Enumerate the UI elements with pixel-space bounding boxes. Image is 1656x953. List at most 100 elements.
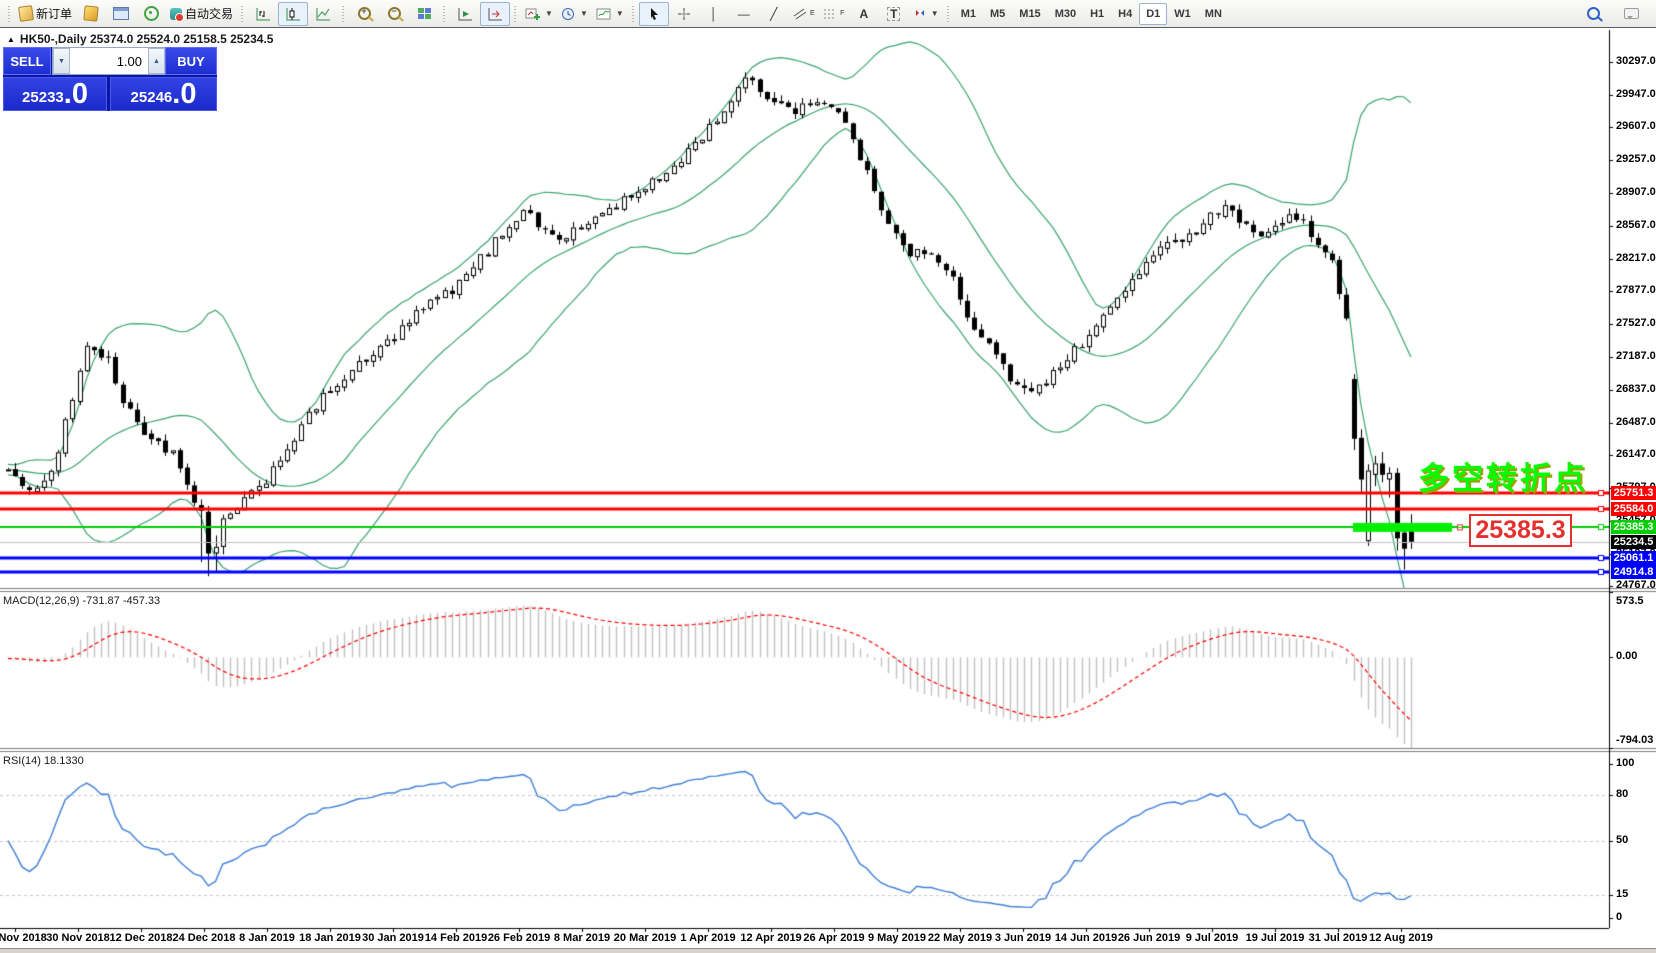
line-chart-button[interactable] xyxy=(308,2,338,26)
toolbar-grip xyxy=(441,3,449,24)
timeframe-w1[interactable]: W1 xyxy=(1174,7,1191,20)
date-axis-label: 3 Jun 2019 xyxy=(994,932,1052,944)
signals-button[interactable] xyxy=(136,2,166,26)
price-axis-label: 26837.0 xyxy=(1616,382,1656,395)
chart-title: ▲ HK50-,Daily 25374.0 25524.0 25158.5 25… xyxy=(7,32,273,46)
zoom-out-button[interactable]: − xyxy=(379,2,409,26)
symbol-search-button[interactable] xyxy=(1578,2,1608,26)
price-axis-label: 28217.0 xyxy=(1616,251,1656,264)
auto-trading-button[interactable]: 自动交易 xyxy=(166,2,237,26)
price-axis-label: 28907.0 xyxy=(1616,186,1656,199)
date-axis-label: 22 May 2019 xyxy=(927,932,993,944)
sell-price-display[interactable]: 25233.0 xyxy=(3,77,107,111)
channel-tool-button[interactable]: E xyxy=(789,2,819,26)
profiles-button[interactable] xyxy=(106,2,136,26)
line-price-tag: 25385.3 xyxy=(1611,520,1656,535)
date-axis-label: 9 Jul 2019 xyxy=(1185,932,1239,944)
chat-icon xyxy=(1623,8,1639,19)
timeframe-m30[interactable]: M30 xyxy=(1054,7,1077,20)
price-axis-label: 27877.0 xyxy=(1616,284,1656,297)
line-price-tag: 25751.3 xyxy=(1611,485,1656,500)
tile-windows-button[interactable] xyxy=(409,2,439,26)
chart-window: ▲ HK50-,Daily 25374.0 25524.0 25158.5 25… xyxy=(0,29,1656,948)
candlestick-chart-icon xyxy=(286,7,301,20)
chart-shift-button[interactable] xyxy=(480,1,511,26)
sell-price-main: 25233 xyxy=(22,89,64,106)
add-indicator-button[interactable]: ▼ xyxy=(521,2,557,26)
search-icon xyxy=(1586,7,1600,20)
crosshair-tool-button[interactable] xyxy=(669,2,699,26)
crosshair-icon xyxy=(677,7,690,20)
profiles-icon xyxy=(113,7,130,20)
candlestick-chart-button[interactable] xyxy=(278,1,309,26)
periods-button[interactable]: ▼ xyxy=(557,2,592,26)
toolbar-grip xyxy=(512,3,520,24)
macd-indicator-label: MACD(12,26,9) -731.87 -457.33 xyxy=(3,595,161,607)
buy-button[interactable]: BUY xyxy=(165,47,217,75)
date-axis-label: 30 Nov 2018 xyxy=(46,932,110,944)
price-axis-label: 29947.0 xyxy=(1616,87,1656,100)
volume-spinner: ▼ 1.00 ▲ xyxy=(52,47,166,75)
date-axis-label: 30 Jan 2019 xyxy=(362,932,424,944)
vertical-line-tool-button[interactable]: │ xyxy=(699,2,729,26)
new-order-button[interactable]: 新订单 xyxy=(15,2,76,26)
volume-decrease-button[interactable]: ▼ xyxy=(53,48,70,74)
text-tool-button[interactable]: A xyxy=(849,2,879,26)
timeframe-h4[interactable]: H4 xyxy=(1118,7,1133,20)
date-axis-label: 31 Jul 2019 xyxy=(1308,932,1368,944)
price-axis-label: 27187.0 xyxy=(1616,349,1656,362)
date-axis-label: 24 Dec 2018 xyxy=(172,932,236,944)
price-axis-label: 24767.0 xyxy=(1616,578,1656,591)
main-toolbar: 新订单 自动交易 + − xyxy=(0,0,1656,28)
fibonacci-icon xyxy=(824,9,837,19)
bull-bear-turning-point-annotation[interactable]: 多空转折点 xyxy=(1418,461,1588,496)
zoom-in-icon: + xyxy=(357,6,371,20)
volume-increase-button[interactable]: ▲ xyxy=(148,48,165,74)
text-label-tool-button[interactable]: T xyxy=(879,2,909,26)
macd-axis-label: -794.03 xyxy=(1616,734,1654,746)
template-icon xyxy=(596,8,611,19)
date-axis-label: 8 Jan 2019 xyxy=(239,932,295,944)
timeframe-m5[interactable]: M5 xyxy=(990,7,1006,20)
arrows-tool-button[interactable]: ▼ xyxy=(909,2,943,26)
rsi-axis-label: 15 xyxy=(1616,887,1629,900)
auto-scroll-button[interactable] xyxy=(450,2,480,26)
sell-button[interactable]: SELL xyxy=(3,47,51,75)
line-price-tag: 24914.8 xyxy=(1611,564,1656,579)
channel-e-label: E xyxy=(809,10,815,17)
price-axis-label: 27527.0 xyxy=(1616,317,1656,330)
date-axis-label: 20 Mar 2019 xyxy=(613,932,677,944)
new-chart-button[interactable] xyxy=(76,2,106,26)
timeframe-m15[interactable]: M15 xyxy=(1019,7,1041,20)
bar-chart-button[interactable] xyxy=(248,2,278,26)
rsi-axis-label: 0 xyxy=(1616,911,1623,923)
timeframe-d1[interactable]: D1 xyxy=(1139,2,1168,25)
toolbar-grip xyxy=(944,3,952,24)
price-chart-canvas[interactable] xyxy=(0,29,1656,948)
template-button[interactable]: ▼ xyxy=(592,2,628,26)
date-axis-label: 14 Jun 2019 xyxy=(1054,932,1118,944)
fibonacci-tool-button[interactable]: F xyxy=(819,2,849,26)
buy-price-display[interactable]: 25246.0 xyxy=(110,77,217,111)
rsi-axis-label: 80 xyxy=(1616,787,1629,800)
horizontal-line-icon: — xyxy=(737,6,750,21)
one-click-trading-panel: SELL ▼ 1.00 ▲ BUY 25233.0 25246.0 xyxy=(3,47,217,111)
chart-collapse-icon[interactable]: ▲ xyxy=(7,34,15,44)
timeframe-h1[interactable]: H1 xyxy=(1090,7,1105,20)
zoom-in-button[interactable]: + xyxy=(349,2,379,26)
date-axis-label: 1 Apr 2019 xyxy=(680,932,736,944)
chat-button[interactable] xyxy=(1616,2,1646,26)
price-callout-label[interactable]: 25385.3 xyxy=(1469,514,1572,547)
date-axis-label: 12 Apr 2019 xyxy=(740,932,802,944)
date-axis-label: 18 Jan 2019 xyxy=(299,932,361,944)
line-chart-icon xyxy=(316,7,331,20)
price-axis-label: 29257.0 xyxy=(1616,153,1656,166)
trendline-tool-button[interactable]: ╱ xyxy=(759,2,789,26)
horizontal-line-tool-button[interactable]: — xyxy=(729,2,759,26)
cursor-tool-button[interactable] xyxy=(638,1,669,26)
volume-input[interactable]: 1.00 xyxy=(116,53,142,69)
line-price-tag: 25061.1 xyxy=(1611,551,1656,566)
timeframe-m1[interactable]: M1 xyxy=(960,7,976,20)
timeframe-mn[interactable]: MN xyxy=(1204,7,1222,20)
window-bottom-edge xyxy=(0,948,1656,953)
